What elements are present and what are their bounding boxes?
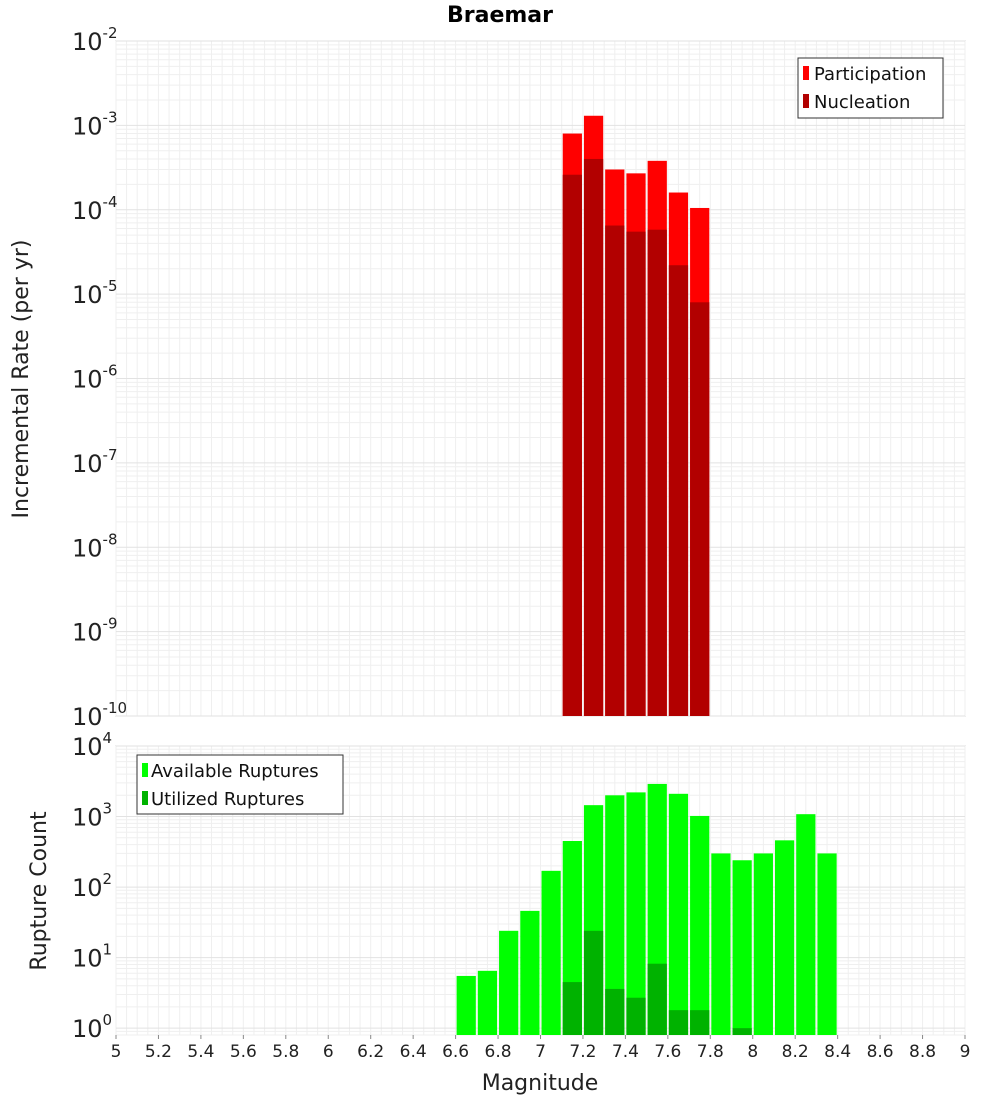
count-plot-y-ticks: 100 101 102 103 104: [72, 729, 112, 1043]
bar-available-ruptures: [626, 792, 646, 1035]
count-y-axis-title: Rupture Count: [27, 811, 52, 971]
x-tick-label: 8.4: [824, 1042, 851, 1062]
bar-available-ruptures: [477, 970, 498, 1035]
x-tick-label: 5.8: [272, 1042, 299, 1062]
count-plot-bars: [456, 783, 837, 1035]
y-tick-label: 10-5: [72, 277, 118, 309]
rate-y-axis-title: Incremental Rate (per yr): [9, 240, 34, 519]
x-tick-label: 8: [747, 1042, 758, 1062]
count-legend: Available Ruptures Utilized Ruptures: [136, 754, 344, 815]
legend-swatch-nucleation: [803, 94, 809, 108]
y-tick-label: 10-8: [72, 530, 118, 562]
bar-available-ruptures: [499, 930, 519, 1035]
x-tick-label: 6: [323, 1042, 334, 1062]
rate-plot-bars: [562, 115, 710, 717]
bar-available-ruptures: [753, 853, 773, 1035]
x-tick-label: 9: [960, 1042, 971, 1062]
x-tick-label: 6.8: [485, 1042, 512, 1062]
bar-available-ruptures: [774, 840, 795, 1035]
x-tick-label: 8.8: [909, 1042, 936, 1062]
bar-utilized-ruptures: [647, 963, 667, 1035]
y-tick-label: 10-4: [72, 193, 118, 225]
count-legend-box: [136, 754, 344, 815]
x-tick-label: 6.6: [442, 1042, 469, 1062]
rate-plot-y-ticks: 10-10 10-9 10-8 10-7 10-6 10-5 10-4 10-3 10-2: [72, 24, 127, 731]
x-tick-label: 7.4: [612, 1042, 639, 1062]
x-tick-label: 7.2: [569, 1042, 596, 1062]
y-tick-label: 10-7: [72, 446, 118, 478]
bar-utilized-ruptures: [668, 1010, 689, 1035]
bar-available-ruptures: [668, 793, 689, 1035]
x-tick-label: 6.4: [400, 1042, 427, 1062]
x-tick-label: 6.2: [357, 1042, 384, 1062]
bar-nucleation: [668, 265, 689, 716]
bar-utilized-ruptures: [583, 930, 604, 1035]
bar-utilized-ruptures: [562, 982, 582, 1035]
bar-nucleation: [626, 231, 646, 716]
rate-plot: 10-10 10-9 10-8 10-7 10-6 10-5 10-4 10-3 10-2: [72, 24, 966, 731]
rate-legend: Participation Nucleation: [797, 57, 944, 119]
rate-legend-box: [797, 57, 944, 119]
x-tick-label: 7: [535, 1042, 546, 1062]
legend-label-available: Available Ruptures: [151, 761, 319, 782]
bar-available-ruptures: [817, 853, 837, 1035]
bar-available-ruptures: [732, 860, 752, 1035]
legend-swatch-participation: [803, 66, 809, 80]
legend-label-participation: Participation: [814, 64, 926, 85]
y-tick-label: 10-6: [72, 362, 118, 394]
bar-available-ruptures: [796, 814, 816, 1035]
chart-title: Braemar: [447, 3, 553, 28]
bar-utilized-ruptures: [690, 1010, 710, 1035]
x-tick-label: 5: [111, 1042, 122, 1062]
x-tick-label: 8.2: [782, 1042, 809, 1062]
x-tick-label: 5.4: [187, 1042, 214, 1062]
y-tick-label: 101: [72, 941, 112, 973]
count-plot: 100 101 102 103 104 5 5.2 5.4 5.6 5.8 6 6.2 6.4 6.6 6…: [72, 729, 970, 1062]
legend-label-utilized: Utilized Ruptures: [151, 789, 304, 810]
legend-label-nucleation: Nucleation: [814, 92, 910, 113]
y-tick-label: 103: [72, 800, 112, 832]
rate-plot-grid: [115, 40, 966, 717]
bar-nucleation: [583, 158, 604, 717]
bar-available-ruptures: [711, 853, 731, 1035]
y-tick-label: 10-10: [72, 699, 127, 731]
x-tick-label: 5.6: [230, 1042, 257, 1062]
y-tick-label: 104: [72, 729, 112, 761]
bar-nucleation: [690, 302, 710, 716]
y-tick-label: 10-2: [72, 24, 118, 56]
bar-nucleation: [605, 225, 625, 716]
legend-swatch-utilized: [142, 791, 148, 805]
x-tick-label: 7.8: [697, 1042, 724, 1062]
bar-available-ruptures: [541, 870, 561, 1035]
bar-available-ruptures: [690, 815, 710, 1035]
x-tick-label: 7.6: [654, 1042, 681, 1062]
y-tick-label: 102: [72, 870, 112, 902]
x-tick-label: 8.6: [867, 1042, 894, 1062]
bar-nucleation: [647, 229, 667, 717]
x-axis-title: Magnitude: [482, 1071, 599, 1096]
y-tick-label: 100: [72, 1011, 112, 1043]
bar-nucleation: [562, 174, 582, 716]
legend-swatch-available: [142, 763, 148, 777]
x-tick-label: 5.2: [145, 1042, 172, 1062]
bar-utilized-ruptures: [732, 1028, 752, 1035]
count-plot-x-ticks: 5 5.2 5.4 5.6 5.8 6 6.2 6.4 6.6 6.8 7 7.2 7.4 7.6 7.8 8…: [111, 1035, 971, 1062]
y-tick-label: 10-9: [72, 615, 118, 647]
y-tick-label: 10-3: [72, 108, 118, 140]
bar-available-ruptures: [520, 910, 540, 1035]
bar-utilized-ruptures: [605, 988, 625, 1035]
bar-utilized-ruptures: [626, 997, 646, 1035]
bar-available-ruptures: [605, 795, 625, 1035]
bar-available-ruptures: [456, 975, 476, 1035]
